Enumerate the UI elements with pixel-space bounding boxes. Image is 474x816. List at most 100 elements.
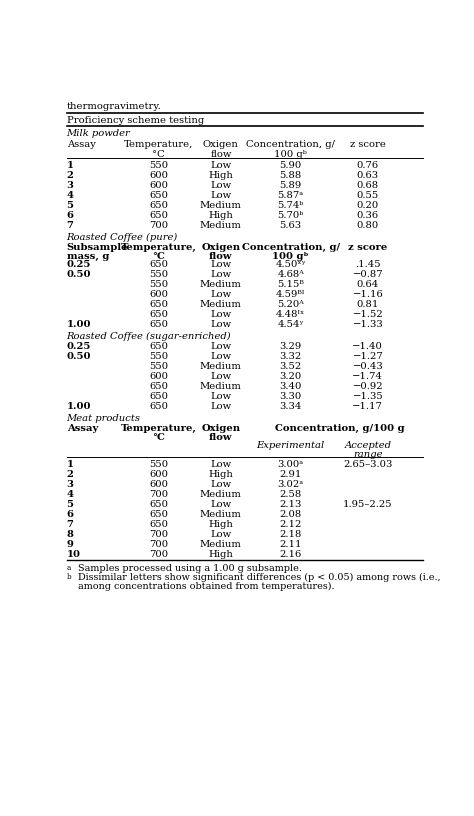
Text: 650: 650 <box>149 321 168 330</box>
Text: 3.30: 3.30 <box>280 392 302 401</box>
Text: z score: z score <box>350 140 386 149</box>
Text: Temperature,: Temperature, <box>124 140 193 149</box>
Text: a: a <box>66 564 71 572</box>
Text: 7: 7 <box>66 221 73 230</box>
Text: 650: 650 <box>149 310 168 319</box>
Text: 650: 650 <box>149 402 168 411</box>
Text: −0.87: −0.87 <box>353 270 383 279</box>
Text: flow: flow <box>210 149 232 158</box>
Text: 0.25: 0.25 <box>66 260 91 269</box>
Text: 1: 1 <box>66 460 73 469</box>
Text: 2.08: 2.08 <box>280 510 302 519</box>
Text: 550: 550 <box>149 362 168 371</box>
Text: Low: Low <box>210 402 231 411</box>
Text: 4: 4 <box>66 191 73 200</box>
Text: Medium: Medium <box>200 362 242 371</box>
Text: °C: °C <box>152 149 165 158</box>
Text: 650: 650 <box>149 211 168 220</box>
Text: 2.16: 2.16 <box>280 550 302 559</box>
Text: 0.80: 0.80 <box>357 221 379 230</box>
Text: 0.76: 0.76 <box>357 161 379 170</box>
Text: 4.48ᴵˣ: 4.48ᴵˣ <box>276 310 305 319</box>
Text: 600: 600 <box>149 372 168 381</box>
Text: 0.50: 0.50 <box>66 270 91 279</box>
Text: 600: 600 <box>149 181 168 190</box>
Text: 600: 600 <box>149 290 168 299</box>
Text: Medium: Medium <box>200 382 242 391</box>
Text: 650: 650 <box>149 260 168 269</box>
Text: Low: Low <box>210 260 231 269</box>
Text: Medium: Medium <box>200 300 242 309</box>
Text: 550: 550 <box>149 281 168 290</box>
Text: 0.36: 0.36 <box>357 211 379 220</box>
Text: 6: 6 <box>66 211 73 220</box>
Text: 3.32: 3.32 <box>280 352 302 361</box>
Text: −0.92: −0.92 <box>353 382 383 391</box>
Text: Medium: Medium <box>200 510 242 519</box>
Text: Meat products: Meat products <box>66 414 141 423</box>
Text: High: High <box>209 550 233 559</box>
Text: Dissimilar letters show significant differences (p < 0.05) among rows (i.e.,: Dissimilar letters show significant diff… <box>78 573 440 582</box>
Text: 2.18: 2.18 <box>280 530 302 539</box>
Text: Proficiency scheme testing: Proficiency scheme testing <box>66 116 204 125</box>
Text: High: High <box>209 470 233 479</box>
Text: 1.00: 1.00 <box>66 402 91 411</box>
Text: 550: 550 <box>149 460 168 469</box>
Text: 550: 550 <box>149 161 168 170</box>
Text: Oxigen: Oxigen <box>201 424 240 432</box>
Text: Low: Low <box>210 181 231 190</box>
Text: Low: Low <box>210 530 231 539</box>
Text: Temperature,: Temperature, <box>120 424 196 432</box>
Text: 4.50ˣʸ: 4.50ˣʸ <box>275 260 306 269</box>
Text: Medium: Medium <box>200 201 242 210</box>
Text: −1.52: −1.52 <box>353 310 383 319</box>
Text: 6: 6 <box>66 510 73 519</box>
Text: Assay: Assay <box>66 140 95 149</box>
Text: 3.02ᵃ: 3.02ᵃ <box>278 480 304 489</box>
Text: 0.68: 0.68 <box>357 181 379 190</box>
Text: 5.74ᵇ: 5.74ᵇ <box>277 201 304 210</box>
Text: 700: 700 <box>149 530 168 539</box>
Text: 0.81: 0.81 <box>356 300 379 309</box>
Text: 650: 650 <box>149 500 168 509</box>
Text: 700: 700 <box>149 490 168 499</box>
Text: 650: 650 <box>149 382 168 391</box>
Text: Low: Low <box>210 372 231 381</box>
Text: 700: 700 <box>149 540 168 549</box>
Text: High: High <box>209 520 233 529</box>
Text: 1.95–2.25: 1.95–2.25 <box>343 500 392 509</box>
Text: 0.20: 0.20 <box>357 201 379 210</box>
Text: Low: Low <box>210 310 231 319</box>
Text: Roasted Coffee (sugar-enriched): Roasted Coffee (sugar-enriched) <box>66 332 231 341</box>
Text: flow: flow <box>209 432 233 442</box>
Text: 5.89: 5.89 <box>280 181 302 190</box>
Text: 4.54ʸ: 4.54ʸ <box>277 321 304 330</box>
Text: 0.64: 0.64 <box>357 281 379 290</box>
Text: Medium: Medium <box>200 281 242 290</box>
Text: 10: 10 <box>66 550 81 559</box>
Text: 650: 650 <box>149 520 168 529</box>
Text: 4.68ᴬ: 4.68ᴬ <box>277 270 304 279</box>
Text: 650: 650 <box>149 201 168 210</box>
Text: 650: 650 <box>149 300 168 309</box>
Text: 100 gᵇ: 100 gᵇ <box>274 149 307 158</box>
Text: −1.33: −1.33 <box>353 321 383 330</box>
Text: Low: Low <box>210 342 231 351</box>
Text: 3: 3 <box>66 480 73 489</box>
Text: 600: 600 <box>149 470 168 479</box>
Text: 700: 700 <box>149 221 168 230</box>
Text: 2: 2 <box>66 470 73 479</box>
Text: Medium: Medium <box>200 490 242 499</box>
Text: z score: z score <box>348 242 387 251</box>
Text: −1.16: −1.16 <box>353 290 383 299</box>
Text: High: High <box>209 211 233 220</box>
Text: Medium: Medium <box>200 221 242 230</box>
Text: 650: 650 <box>149 510 168 519</box>
Text: 650: 650 <box>149 342 168 351</box>
Text: °C: °C <box>152 252 165 261</box>
Text: 8: 8 <box>66 530 73 539</box>
Text: 650: 650 <box>149 191 168 200</box>
Text: Concentration, g/100 g: Concentration, g/100 g <box>275 424 405 432</box>
Text: mass, g: mass, g <box>66 252 109 261</box>
Text: −1.27: −1.27 <box>353 352 383 361</box>
